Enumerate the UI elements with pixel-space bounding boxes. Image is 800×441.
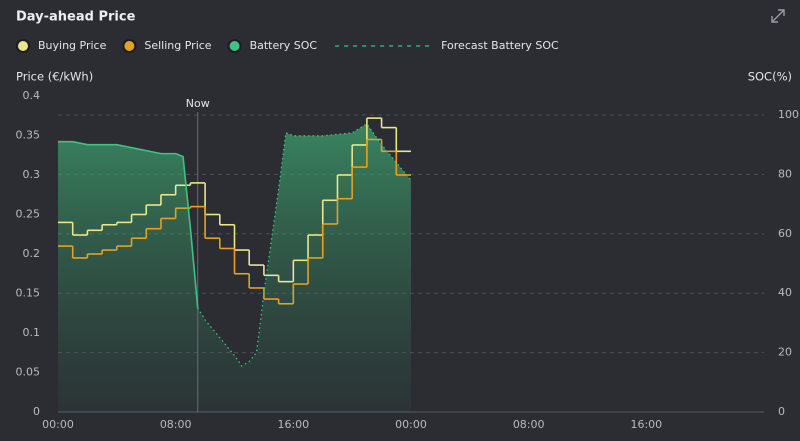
- y-tick-label: 0: [33, 405, 40, 418]
- y-tick-label: 0.2: [23, 247, 41, 260]
- legend-swatch: [227, 39, 242, 53]
- legend-label: Selling Price: [144, 39, 211, 52]
- legend-label: Battery SOC: [250, 39, 318, 52]
- y-tick-label: 0.4: [23, 89, 41, 102]
- y-tick-label: 0.1: [23, 326, 41, 339]
- soc-area: [58, 123, 411, 412]
- y2-tick-label: 60: [778, 227, 792, 240]
- y-axis-title: Price (€/kWh): [16, 70, 93, 84]
- x-tick-label: 16:00: [630, 418, 662, 431]
- x-tick-label: 08:00: [160, 418, 192, 431]
- x-tick-label: 00:00: [42, 418, 74, 431]
- y2-tick-label: 20: [778, 346, 792, 359]
- y-tick-label: 0.35: [16, 129, 41, 142]
- x-tick-label: 16:00: [277, 418, 309, 431]
- y2-tick-label: 80: [778, 167, 792, 180]
- y2-tick-label: 40: [778, 286, 792, 299]
- y2-tick-label: 0: [778, 405, 785, 418]
- y-tick-label: 0.3: [23, 168, 41, 181]
- expand-glyph[interactable]: [771, 9, 785, 23]
- y2-tick-label: 100: [778, 108, 799, 121]
- y-tick-label: 0.25: [16, 208, 41, 221]
- y-tick-label: 0.15: [16, 287, 41, 300]
- x-tick-label: 08:00: [513, 418, 545, 431]
- legend-label: Buying Price: [38, 39, 107, 52]
- forecast-soc-line: [197, 123, 412, 367]
- legend-swatch: [16, 39, 30, 53]
- y-tick-label: 0.05: [16, 366, 41, 379]
- legend-label: Forecast Battery SOC: [441, 39, 559, 52]
- legend-swatch: [122, 39, 137, 53]
- soc-line: [58, 140, 199, 309]
- chart-title: Day-ahead Price: [16, 10, 136, 25]
- now-label: Now: [186, 97, 210, 110]
- x-tick-label: 00:00: [395, 418, 427, 431]
- y2-axis-title: SOC(%): [748, 70, 792, 84]
- expand-icon[interactable]: [771, 9, 785, 23]
- legend: Buying Price Selling Price Battery SOC Fore…: [16, 39, 559, 53]
